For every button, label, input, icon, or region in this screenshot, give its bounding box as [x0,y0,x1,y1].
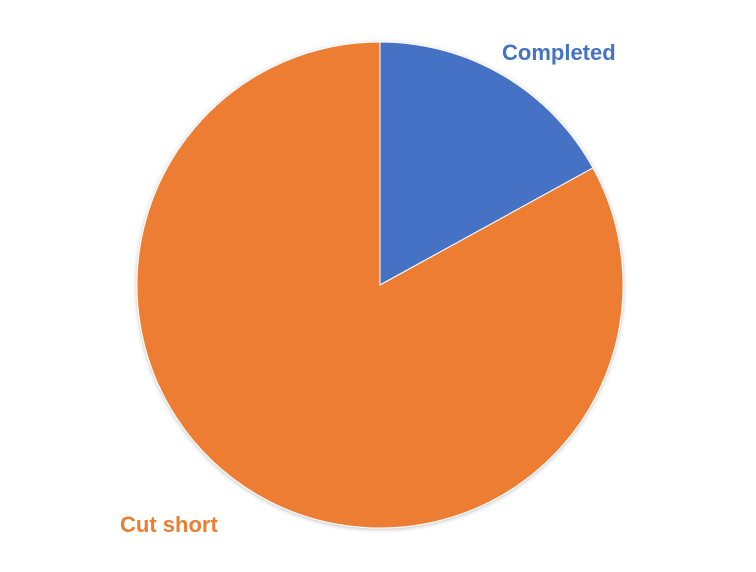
pie-label-completed: Completed [502,40,616,65]
pie-labels: Completed Cut short [120,40,616,537]
pie-label-cut-short: Cut short [120,512,218,537]
pie-slices [136,41,624,529]
pie-slice-completed [379,41,594,286]
pie-slice-cut-short [136,41,624,529]
